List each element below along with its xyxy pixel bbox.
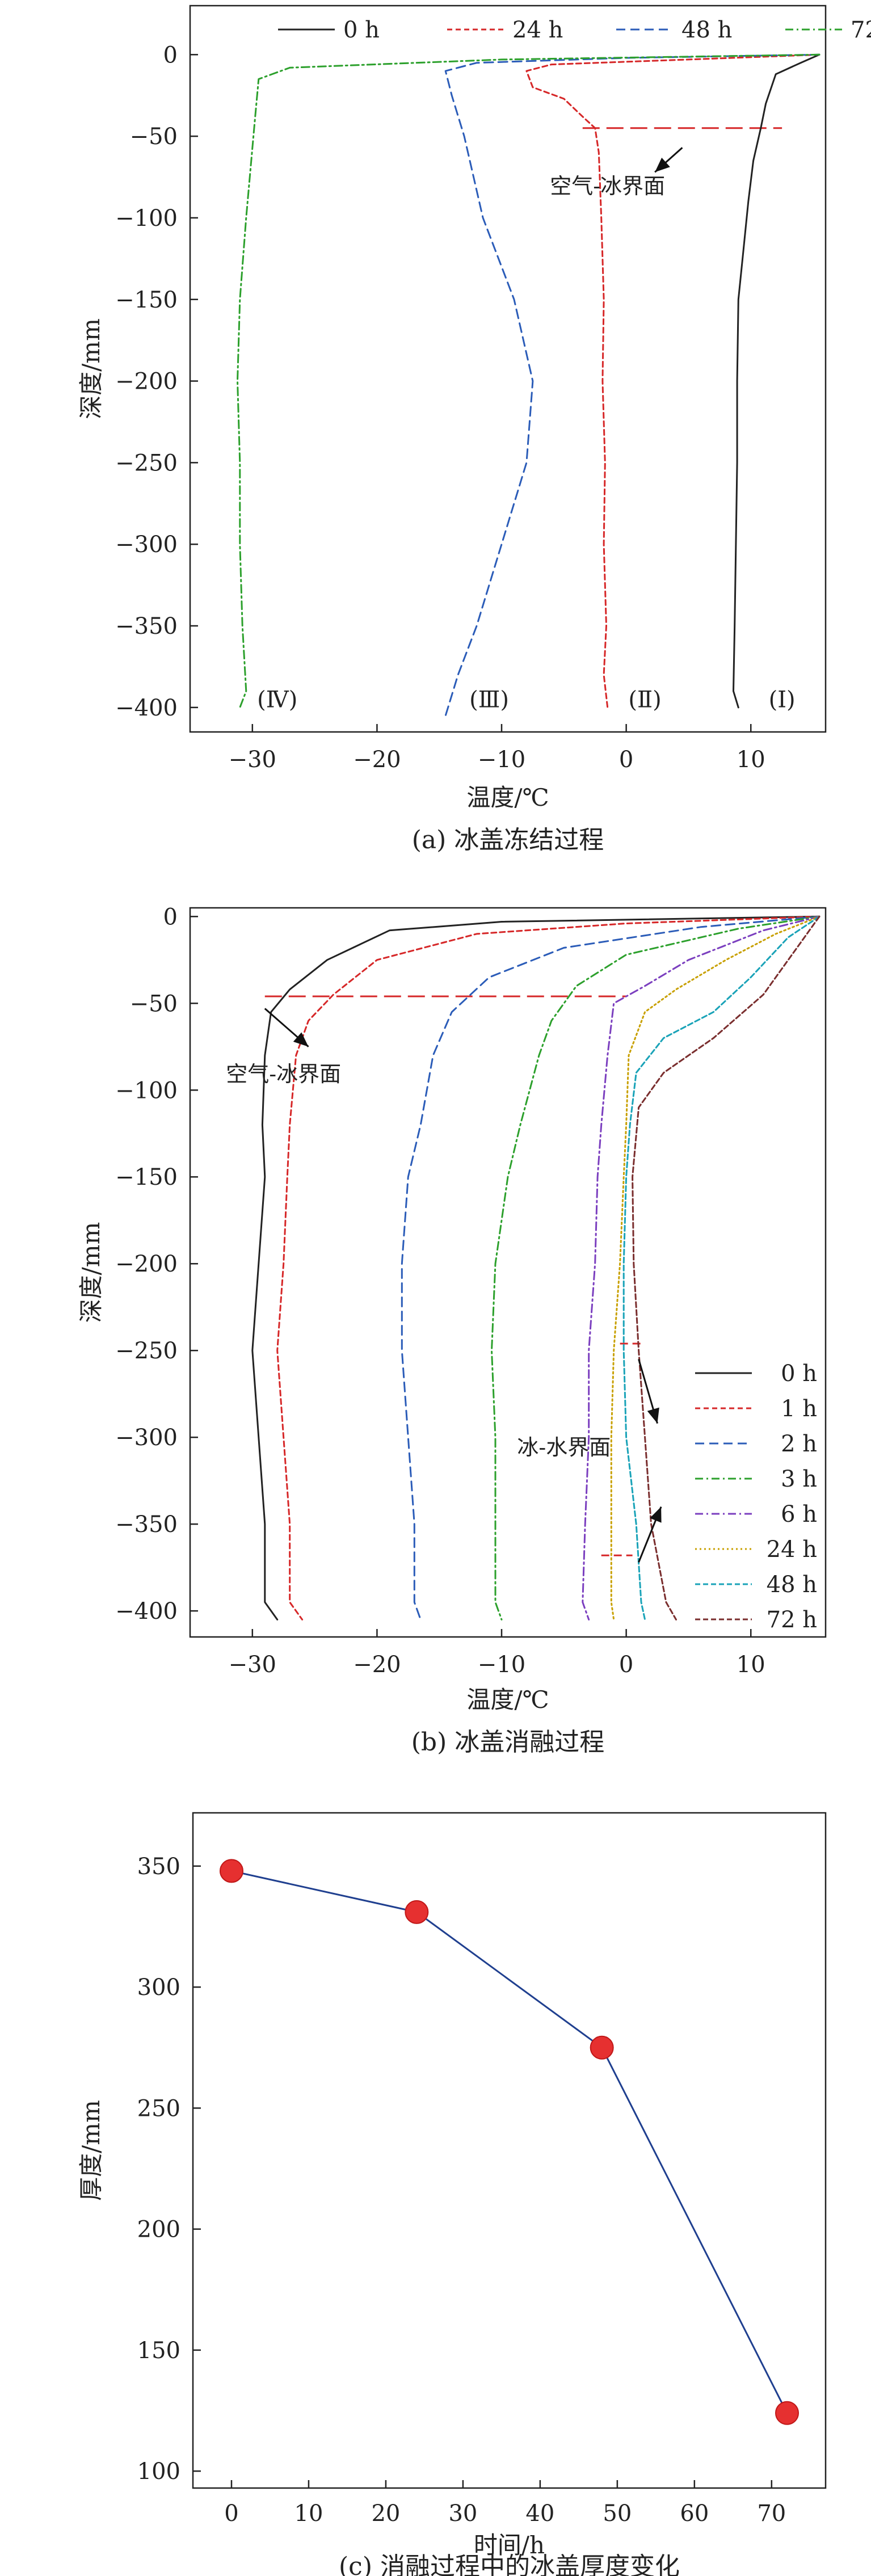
series-line-0	[230, 1870, 788, 2414]
series-line-3	[237, 53, 820, 709]
y-tick-label: 200	[137, 2217, 180, 2243]
y-tick-label: −350	[115, 613, 178, 639]
y-axis-label: 厚度/mm	[77, 2100, 105, 2201]
series-line-1	[525, 53, 820, 709]
series-line-4	[582, 915, 820, 1620]
arrow-head	[647, 1407, 659, 1424]
chart-caption: (c) 消融过程中的冰盖厚度变化	[339, 2552, 680, 2576]
legend-label: 3 h	[781, 1466, 817, 1492]
x-tick-label: −30	[229, 1652, 276, 1678]
y-tick-label: −100	[115, 1077, 178, 1104]
x-tick-label: 10	[737, 1652, 765, 1678]
x-tick-label: −10	[478, 747, 525, 773]
region-label: (Ⅱ)	[628, 687, 661, 713]
y-tick-label: 250	[137, 2095, 180, 2122]
x-tick-label: 30	[448, 2501, 477, 2527]
y-tick-label: −100	[115, 205, 178, 231]
plot-frame	[189, 5, 827, 733]
legend-label: 72 h	[851, 17, 871, 43]
legend-label: 24 h	[767, 1537, 817, 1563]
legend-label: 0 h	[781, 1361, 817, 1387]
annotation-label: 空气-冰界面	[550, 174, 665, 199]
y-tick-label: −250	[115, 450, 178, 476]
y-tick-label: −300	[115, 1425, 178, 1451]
legend-label: 48 h	[681, 17, 732, 43]
data-point	[219, 1859, 243, 1883]
y-tick-label: −200	[115, 369, 178, 395]
x-tick-label: 0	[619, 1652, 633, 1678]
legend-label: 6 h	[781, 1501, 817, 1527]
y-tick-label: 350	[137, 1854, 180, 1880]
x-tick-label: −10	[478, 1652, 525, 1678]
x-axis-label: 温度/℃	[466, 784, 549, 811]
x-tick-label: 60	[680, 2501, 709, 2527]
x-tick-label: −20	[353, 747, 401, 773]
y-tick-label: −150	[115, 1164, 178, 1190]
x-tick-label: −30	[229, 747, 276, 773]
x-tick-label: 70	[757, 2501, 786, 2527]
legend-label: 72 h	[767, 1607, 817, 1633]
arrow-head	[293, 1032, 309, 1047]
y-tick-label: −150	[115, 287, 178, 313]
y-tick-label: −200	[115, 1251, 178, 1277]
y-tick-label: 150	[137, 2338, 180, 2364]
series-line-2	[401, 915, 820, 1620]
legend-label: 1 h	[781, 1396, 817, 1422]
x-axis-label: 时间/h	[474, 2531, 545, 2559]
chart-melting-process: −30 −20 −10 0 100−50−100−150−200−250−300−350…	[77, 904, 827, 1757]
chart-thickness-change: 0 10 20 30 40 50 60 70 100 150 200 250 300 350 时间/h 厚度/…	[77, 1812, 827, 2576]
y-tick-label: −350	[115, 1512, 178, 1538]
legend-label: 48 h	[767, 1572, 817, 1598]
y-axis-label: 深度/mm	[77, 318, 105, 419]
series-line-7	[632, 915, 820, 1620]
data-point	[405, 1900, 429, 1924]
x-tick-label: 50	[603, 2501, 632, 2527]
y-tick-label: −400	[115, 695, 178, 721]
arrow-head	[650, 1506, 662, 1523]
x-tick-label: 20	[371, 2501, 400, 2527]
y-tick-label: 0	[163, 42, 178, 68]
arrow-head	[655, 157, 670, 172]
series-line-5	[610, 915, 820, 1620]
series-line-6	[622, 915, 820, 1620]
region-label: (Ⅲ)	[469, 687, 509, 713]
x-tick-label: −20	[353, 1652, 401, 1678]
y-axis-label: 深度/mm	[77, 1222, 105, 1323]
y-tick-label: −50	[130, 124, 178, 150]
y-tick-label: 300	[137, 1975, 180, 2001]
legend-label: 2 h	[781, 1431, 817, 1457]
annotation-label: 冰-水界面	[517, 1435, 611, 1460]
series-line-0	[733, 53, 820, 709]
region-label: (Ⅳ)	[257, 687, 297, 713]
x-tick-label: 0	[619, 747, 633, 773]
chart-freezing-process: −30 −20 −10 0 100−50−100−150−200−250−300−350…	[77, 5, 871, 855]
legend-label: 24 h	[512, 17, 563, 43]
chart-caption: (a) 冰盖冻结过程	[412, 826, 604, 855]
series-line-3	[491, 915, 820, 1620]
annotation-label: 空气-冰界面	[226, 1062, 341, 1087]
y-tick-label: −250	[115, 1338, 178, 1364]
x-tick-label: 0	[224, 2501, 238, 2527]
plot-frame	[189, 907, 827, 1638]
y-tick-label: −50	[130, 991, 178, 1017]
x-tick-label: 10	[294, 2501, 323, 2527]
series-line-0	[251, 915, 820, 1620]
y-tick-label: −300	[115, 532, 178, 558]
series-line-2	[444, 53, 820, 717]
chart-caption: (b) 冰盖消融过程	[411, 1728, 604, 1757]
plot-frame	[192, 1812, 827, 2489]
series-line-1	[276, 915, 820, 1620]
x-tick-label: 40	[525, 2501, 554, 2527]
data-point	[590, 2035, 614, 2060]
y-tick-label: −400	[115, 1598, 178, 1624]
y-tick-label: 0	[163, 904, 178, 930]
y-tick-label: 100	[137, 2459, 180, 2485]
data-point	[775, 2401, 800, 2425]
x-axis-label: 温度/℃	[466, 1686, 549, 1714]
x-tick-label: 10	[737, 747, 765, 773]
legend-label: 0 h	[343, 17, 380, 43]
region-label: (Ⅰ)	[769, 687, 796, 713]
